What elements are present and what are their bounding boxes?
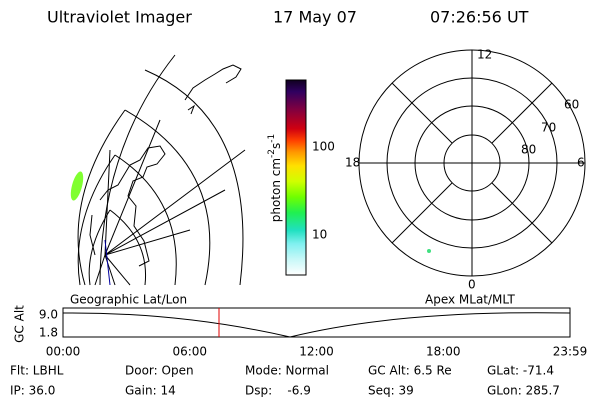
- lat-label: 80: [521, 143, 536, 157]
- mlt-label: 0: [468, 278, 476, 292]
- status-field: IP: 36.0: [10, 384, 55, 398]
- y-tick: 9.0: [39, 308, 58, 322]
- status-field: GC Alt: 6.5 Re: [368, 364, 452, 378]
- x-tick: 00:00: [46, 345, 81, 359]
- timeline-ylabel: GC Alt: [13, 305, 27, 343]
- aurora-blob: [70, 171, 84, 201]
- title: Ultraviolet Imager: [47, 8, 192, 27]
- lat-label: 70: [541, 121, 556, 135]
- mlt-label: 6: [577, 156, 585, 170]
- x-tick: 12:00: [299, 345, 334, 359]
- x-tick: 23:59: [553, 345, 588, 359]
- mlt-label: 12: [477, 48, 492, 62]
- status-field: Flt: LBHL: [10, 364, 64, 378]
- status-field: Seq: 39: [368, 384, 414, 398]
- status-field: Gain: 14: [125, 384, 176, 398]
- colorbar: [285, 79, 307, 276]
- status-field: Door: Open: [125, 364, 194, 378]
- date: 17 May 07: [273, 8, 357, 27]
- status-field: Mode: Normal: [245, 364, 329, 378]
- x-tick: 18:00: [426, 345, 461, 359]
- colorbar-tick: 10: [312, 228, 327, 242]
- lat-label: 60: [564, 98, 579, 112]
- x-tick: 06:00: [172, 345, 207, 359]
- alt-curve: [62, 312, 571, 338]
- label-sup: -1: [267, 134, 277, 143]
- y-tick: 1.8: [39, 326, 58, 340]
- polar-grid: [358, 49, 586, 277]
- dot: [427, 249, 431, 253]
- timeline-box: [62, 307, 571, 338]
- status-field: GLon: 285.7: [487, 384, 560, 398]
- x-ticks: 00:00 06:00 12:00 18:00 23:59: [46, 345, 588, 359]
- map: [77, 54, 246, 286]
- colorbar-label: photon cm-2s-1: [267, 134, 283, 223]
- status-field: Dsp: -6.9: [245, 384, 311, 398]
- mlt-label: 18: [345, 156, 360, 170]
- timeline-right: Apex MLat/MLT: [425, 293, 515, 307]
- status: Flt: LBHL Door: Open Mode: Normal GC Alt: 6…: [10, 364, 560, 398]
- colorbar-tick: 100: [312, 140, 335, 154]
- status-field: GLat: -71.4: [487, 364, 554, 378]
- label-part: s: [269, 143, 283, 149]
- time: 07:26:56 UT: [430, 8, 529, 27]
- timeline-left: Geographic Lat/Lon: [70, 293, 187, 307]
- label-part: photon cm: [269, 158, 283, 222]
- label-sup: -2: [267, 149, 277, 158]
